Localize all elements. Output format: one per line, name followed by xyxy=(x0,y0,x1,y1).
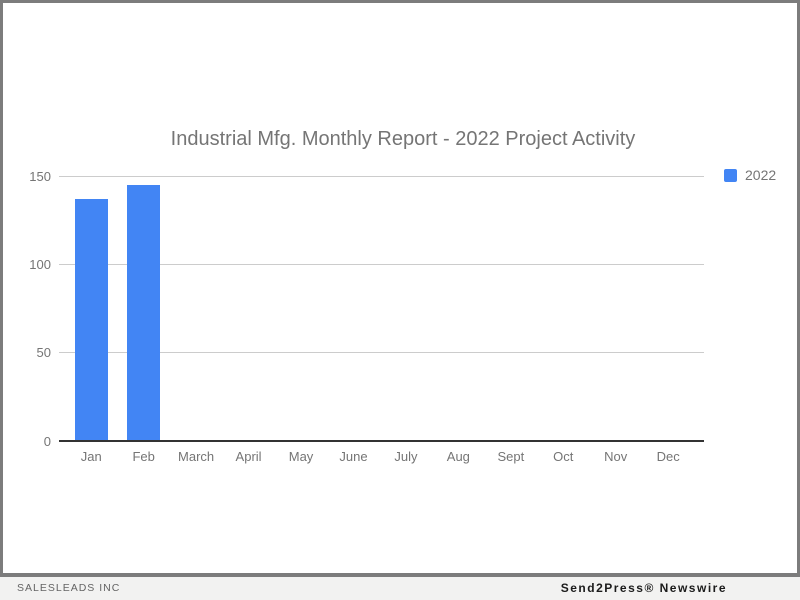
gridline-50 xyxy=(59,352,704,354)
x-tick-label-april: April xyxy=(235,449,262,464)
x-tick-label-july: July xyxy=(394,449,418,464)
legend-label-2022: 2022 xyxy=(745,167,777,183)
chart-title: Industrial Mfg. Monthly Report - 2022 Pr… xyxy=(170,128,636,150)
y-tick-label-150: 150 xyxy=(29,168,51,184)
plot-area: 0 50 100 150 Jan Feb March April May June July Aug S… xyxy=(3,3,800,580)
gridline-150 xyxy=(59,175,704,177)
gridline-100 xyxy=(59,263,704,265)
legend-swatch-2022 xyxy=(724,169,737,182)
x-tick-label-oct: Oct xyxy=(553,449,574,464)
y-tick-label-100: 100 xyxy=(29,256,51,272)
chart-frame: Industrial Mfg. Monthly Report - 2022 Pr… xyxy=(0,0,800,577)
x-tick-label-feb: Feb xyxy=(132,449,155,464)
bar-feb xyxy=(127,184,161,441)
footer-bar: SALESLEADS INC Send2Press® Newswire xyxy=(0,577,800,600)
footer-company-name: SALESLEADS INC xyxy=(17,582,121,594)
x-tick-label-march: March xyxy=(178,449,215,464)
y-tick-label-50: 50 xyxy=(36,345,51,361)
x-tick-label-aug: Aug xyxy=(446,449,470,464)
bar-jan xyxy=(74,198,108,441)
x-tick-label-sept: Sept xyxy=(497,449,525,464)
x-tick-label-jan: Jan xyxy=(80,449,102,464)
x-tick-label-june: June xyxy=(339,449,368,464)
x-tick-label-nov: Nov xyxy=(604,449,628,464)
x-tick-label-may: May xyxy=(288,449,314,464)
x-axis-baseline xyxy=(59,440,704,442)
footer-newswire-brand: Send2Press® Newswire xyxy=(560,581,727,595)
x-tick-label-dec: Dec xyxy=(656,449,680,464)
y-tick-label-0: 0 xyxy=(43,433,51,449)
